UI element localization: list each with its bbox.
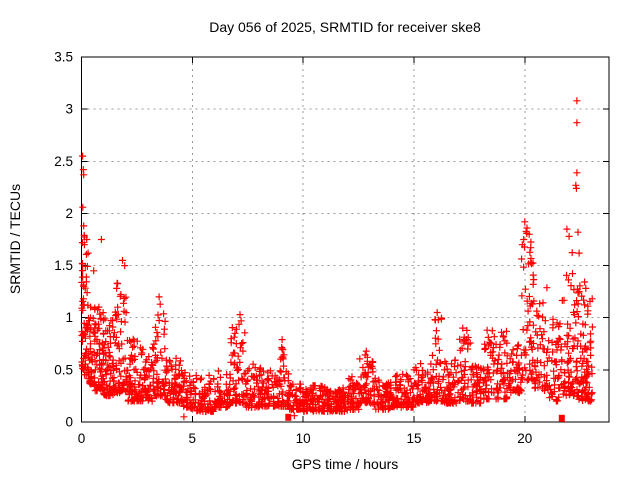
- y-tick-label: 0: [65, 415, 73, 430]
- y-tick-label: 2.5: [54, 154, 73, 169]
- dense-square-marker: [285, 413, 292, 421]
- data-points-dense-markers: [285, 413, 565, 422]
- x-tick-label: 20: [517, 431, 532, 446]
- dense-square-marker: [558, 414, 565, 422]
- y-tick-label: 1: [65, 310, 73, 325]
- x-tick-labels: 0 5 10 15 20: [78, 431, 533, 446]
- y-tick-label: 1.5: [54, 258, 73, 273]
- y-tick-label: 3: [65, 102, 73, 117]
- data-points: [78, 97, 596, 421]
- x-tick-label: 0: [78, 431, 86, 446]
- x-tick-label: 15: [406, 431, 421, 446]
- chart-title: Day 056 of 2025, SRMTID for receiver ske…: [209, 19, 481, 35]
- y-tick-label: 0.5: [54, 362, 73, 377]
- y-tick-label: 2: [65, 206, 73, 221]
- y-tick-label: 3.5: [54, 50, 73, 65]
- y-tick-labels: 0 0.5 1 1.5 2 2.5 3 3.5: [54, 50, 73, 430]
- x-tick-label: 10: [296, 431, 311, 446]
- plot-border: [81, 56, 610, 423]
- x-tick-label: 5: [189, 431, 197, 446]
- x-axis-label: GPS time / hours: [291, 456, 399, 472]
